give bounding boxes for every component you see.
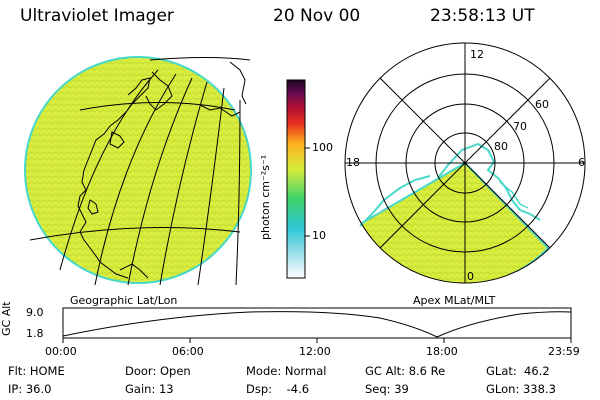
altitude-xtick-0000: 00:00	[45, 345, 77, 358]
geographic-panel-label: Geographic Lat/Lon	[70, 294, 178, 307]
mlat-label-80: 80	[494, 140, 508, 153]
altitude-ytick-bottom: 1.8	[26, 327, 44, 340]
status-door: Door: Open	[125, 364, 191, 378]
altitude-xtick-0600: 06:00	[172, 345, 204, 358]
status-mode: Mode: Normal	[246, 364, 327, 378]
mlt-label-0: 0	[467, 270, 474, 283]
altitude-xtick-1800: 18:00	[426, 345, 458, 358]
altitude-xtick-1200: 12:00	[299, 345, 331, 358]
status-ip: IP: 36.0	[8, 382, 52, 396]
mlt-label-18: 18	[346, 156, 360, 169]
mlat-label-70: 70	[513, 120, 527, 133]
status-flt: Flt: HOME	[8, 364, 65, 378]
status-dsp: Dsp: -4.6	[246, 382, 310, 396]
status-glat: GLat: 46.2	[486, 364, 550, 378]
colorbar-tick-100: 100	[312, 141, 333, 154]
time-label: 23:58:13 UT	[430, 6, 535, 26]
apex-panel-label: Apex MLat/MLT	[413, 294, 496, 307]
status-gain: Gain: 13	[125, 382, 174, 396]
colorbar-tick-10: 10	[312, 229, 326, 242]
mlt-label-12: 12	[470, 48, 484, 61]
altitude-ytick-top: 9.0	[26, 306, 44, 319]
status-gc-alt: GC Alt: 8.6 Re	[365, 364, 446, 378]
date-label: 20 Nov 00	[273, 6, 361, 26]
status-seq: Seq: 39	[365, 382, 409, 396]
emission-disk	[24, 56, 252, 284]
altitude-ylabel: GC Alt	[0, 301, 13, 336]
status-glon: GLon: 338.3	[486, 382, 556, 396]
mlt-label-6: 6	[578, 156, 585, 169]
mlat-label-60: 60	[535, 98, 549, 111]
instrument-title: Ultraviolet Imager	[20, 6, 174, 26]
altitude-xtick-2359: 23:59	[548, 345, 580, 358]
